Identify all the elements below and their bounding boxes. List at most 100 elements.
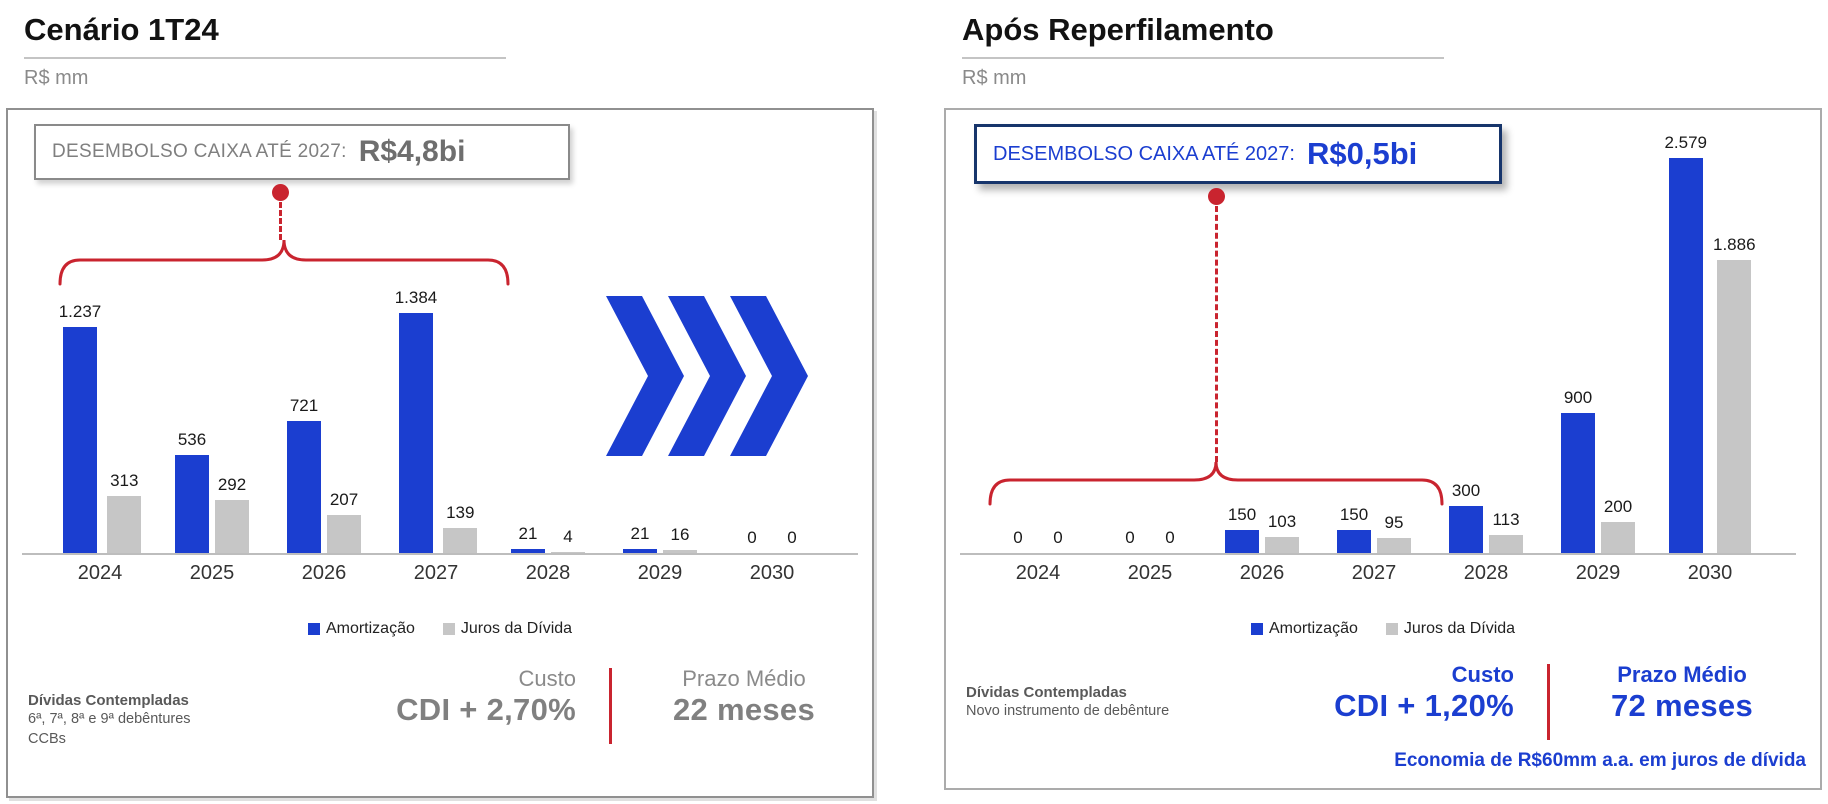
term-value: 22 meses	[672, 692, 816, 727]
bar-group-2030: 2.579 1.886	[1654, 133, 1766, 553]
bar-value-label: 0	[1125, 528, 1135, 547]
bar-column: 2.579	[1664, 133, 1707, 553]
debts-title: Dívidas Contempladas	[966, 684, 1127, 701]
bar-column: 313	[107, 288, 142, 553]
fast-forward-chevrons-icon	[606, 296, 808, 456]
bar-value-label: 1.886	[1713, 234, 1756, 254]
bar-juros	[1377, 538, 1411, 553]
legend-swatch-amortizacao	[307, 623, 320, 635]
category-label: 2028	[525, 562, 571, 584]
category-label: 2024	[77, 562, 123, 584]
right-unit-label: R$ mm	[962, 67, 1027, 89]
bar-juros	[1717, 259, 1752, 553]
cost-label: Custo	[518, 666, 576, 691]
debts-line: Novo instrumento de debênture	[966, 703, 1170, 719]
callout-value: R$0,5bi	[1306, 136, 1418, 171]
bar-value-label: 4	[563, 526, 573, 546]
bar-column: 150	[1337, 133, 1371, 553]
legend-item-juros: Juros da Dívida	[442, 620, 572, 638]
legend-label-amortizacao: Amortização	[1268, 620, 1358, 637]
annotation-dot	[272, 184, 289, 201]
bar-value-label: 300	[1451, 481, 1481, 501]
bar-value-label: 103	[1267, 511, 1297, 531]
term-value: 72 meses	[1610, 688, 1754, 723]
bar-amortizacao	[1337, 529, 1371, 553]
legend-label-amortizacao: Amortização	[325, 620, 415, 637]
bar-value-label: 207	[329, 490, 359, 510]
category-label: 2025	[189, 562, 235, 584]
cash-disbursement-callout: DESEMBOLSO CAIXA ATÉ 2027: R$4,8bi	[34, 124, 570, 180]
bar-column: 150	[1225, 133, 1259, 553]
bar-value-label: 721	[289, 396, 319, 416]
bar-value-label: 113	[1492, 510, 1520, 530]
debts-note: Dívidas Contempladas Novo instrumento de…	[966, 684, 1169, 721]
term-label: Prazo Médio	[1617, 662, 1747, 687]
bar-group-2028: 300 113	[1430, 133, 1542, 553]
bar-value-label: 0	[747, 528, 757, 547]
bar-juros	[1601, 521, 1635, 553]
bar-value-label: 313	[110, 470, 139, 490]
left-unit-label: R$ mm	[24, 67, 89, 89]
bar-amortizacao	[511, 549, 545, 553]
bar-value-label: 21	[630, 524, 650, 544]
legend-item-juros: Juros da Dívida	[1385, 620, 1516, 638]
bar-group-2028: 21 4	[492, 288, 604, 553]
category-label: 2026	[301, 562, 347, 584]
category-label: 2027	[413, 562, 459, 584]
bar-column: 21	[623, 288, 657, 553]
bar-value-label: 0	[1165, 528, 1175, 547]
red-divider	[1547, 664, 1550, 740]
cost-value: CDI + 2,70%	[396, 692, 576, 727]
bar-group-2029: 21 16	[604, 288, 716, 553]
bar-column: 1.886	[1713, 133, 1756, 553]
bar-column: 900	[1561, 133, 1595, 553]
bar-juros	[327, 515, 361, 553]
legend-swatch-juros	[442, 623, 455, 635]
bar-group-2029: 900 200	[1542, 133, 1654, 553]
bar-juros	[663, 550, 697, 553]
bar-chart-cenario-1t24: 1.237 313 536 292 721 207 1.384 139 21 4 21 16 0 0	[44, 288, 828, 553]
x-axis-labels: 2024 2025 2026 2027 2028 2029 2030	[982, 562, 1766, 585]
bar-column: 1.237	[59, 288, 101, 553]
callout-label: DESEMBOLSO CAIXA ATÉ 2027:	[993, 142, 1295, 165]
bar-column: 200	[1601, 133, 1635, 553]
category-label: 2029	[1575, 562, 1621, 584]
callout-label: DESEMBOLSO CAIXA ATÉ 2027:	[52, 141, 347, 162]
bar-group-2026: 721 207	[268, 288, 380, 553]
annotation-dashed-line	[279, 202, 282, 240]
bar-column: 103	[1265, 133, 1299, 553]
bar-column: 536	[175, 288, 209, 553]
bar-column: 207	[327, 288, 361, 553]
bar-amortizacao	[175, 455, 209, 553]
debts-line: 6ª, 7ª, 8ª e 9ª debêntures	[28, 711, 191, 727]
debts-title: Dívidas Contempladas	[28, 692, 189, 709]
brace-2024-2027-icon	[988, 461, 1444, 506]
bar-value-label: 150	[1227, 504, 1257, 524]
cost-block: Custo CDI + 1,20%	[1236, 662, 1514, 724]
bar-value-label: 21	[518, 524, 538, 544]
bar-juros	[1265, 536, 1299, 553]
bar-juros	[107, 495, 142, 553]
legend-label-juros: Juros da Dívida	[1403, 620, 1516, 637]
bar-column: 16	[663, 288, 697, 553]
left-panel-title: Cenário 1T24	[24, 12, 506, 59]
legend-item-amortizacao: Amortização	[307, 620, 415, 638]
term-block: Prazo Médio 22 meses	[620, 666, 868, 728]
category-label: 2024	[1015, 562, 1061, 584]
bar-group-2025: 536 292	[156, 288, 268, 553]
bar-value-label: 292	[217, 474, 247, 494]
bar-group-2027: 1.384 139	[380, 288, 492, 553]
left-column: Cenário 1T24 R$ mm DESEMBOLSO CAIXA ATÉ …	[0, 0, 900, 798]
legend-swatch-amortizacao	[1250, 623, 1263, 635]
chart-legend: Amortização Juros da Dívida	[946, 620, 1820, 638]
category-label: 2030	[1687, 562, 1733, 584]
bar-value-label: 0	[787, 528, 797, 547]
bar-column: 0	[1113, 133, 1147, 553]
category-label: 2026	[1239, 562, 1285, 584]
bar-column: 0	[1153, 133, 1187, 553]
category-label: 2028	[1463, 562, 1509, 584]
